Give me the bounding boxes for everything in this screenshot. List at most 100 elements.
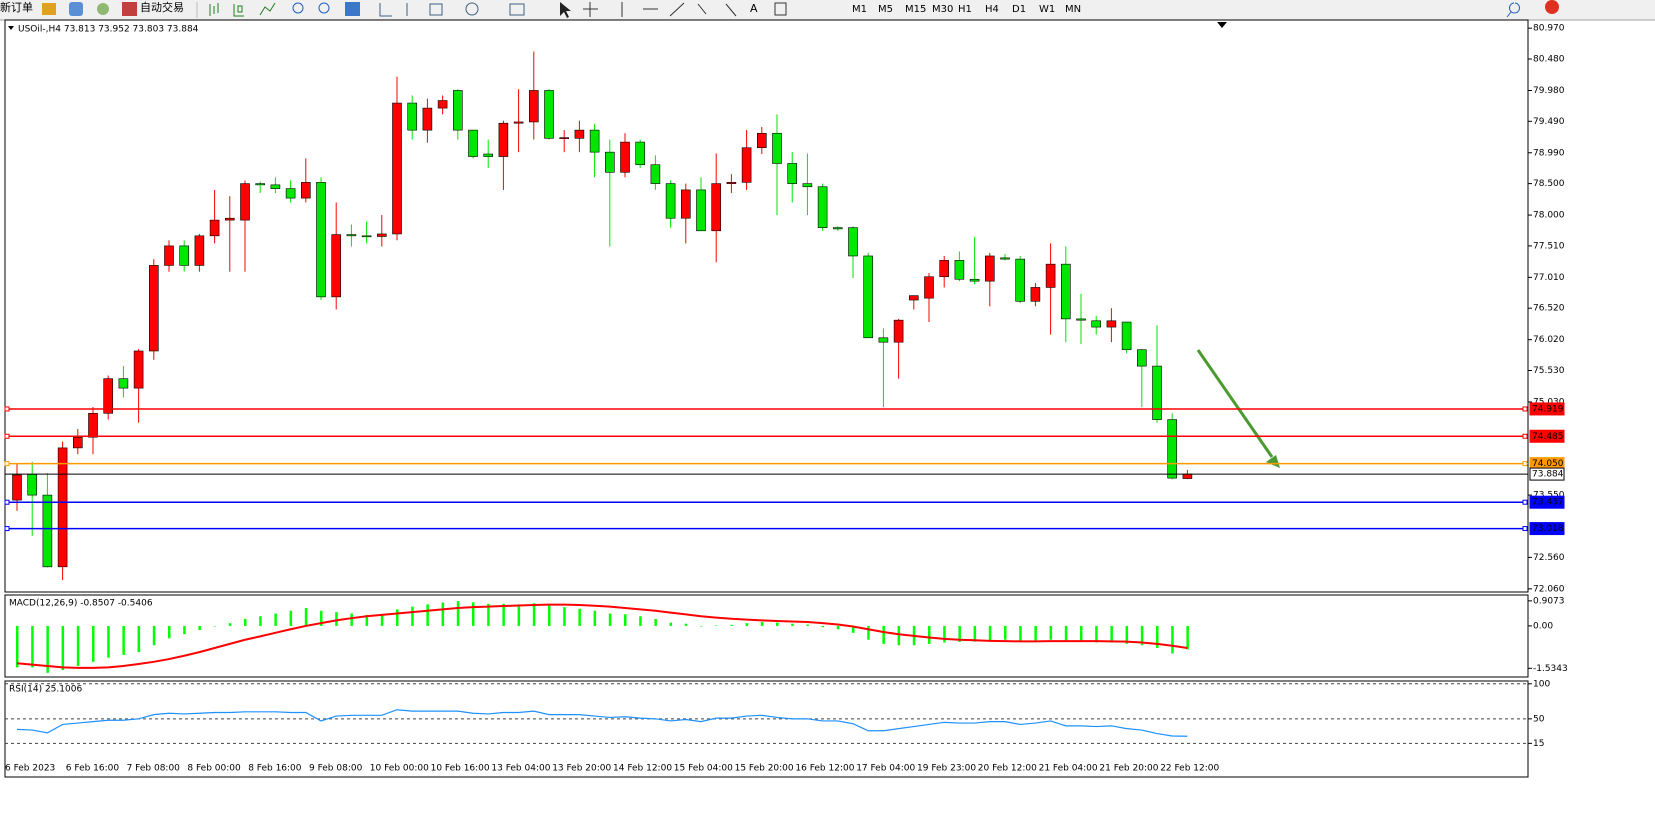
- macd-bar: [563, 607, 566, 626]
- candle-body: [1061, 263, 1071, 320]
- level-handle: [1522, 499, 1528, 505]
- candle-body: [422, 107, 433, 131]
- candle-body: [1137, 349, 1147, 367]
- x-tick-label: 21 Feb 04:00: [1039, 764, 1098, 774]
- level-label-box: [1529, 495, 1565, 509]
- timeframe-button[interactable]: H1: [958, 4, 972, 15]
- toolbar-icons[interactable]: [379, 2, 525, 17]
- timeframe-button[interactable]: M30: [932, 4, 953, 15]
- macd-bar: [304, 607, 308, 626]
- x-tick-label: 20 Feb 12:00: [978, 764, 1037, 774]
- level-handle: [4, 433, 10, 439]
- candle-body: [787, 163, 798, 184]
- macd-bar: [46, 625, 49, 673]
- macd-bar: [92, 625, 95, 662]
- candle-body: [893, 319, 904, 343]
- new-order-button[interactable]: 新订单: [0, 0, 33, 14]
- macd-bar: [1004, 625, 1007, 640]
- text-tool[interactable]: A: [750, 2, 758, 15]
- candle-body: [149, 265, 159, 352]
- macd-bar: [882, 625, 885, 644]
- macd-bar: [396, 609, 399, 626]
- timeframe-button[interactable]: MN: [1065, 4, 1081, 15]
- candle-body: [392, 102, 402, 235]
- x-tick-label: 13 Feb 20:00: [552, 764, 611, 774]
- candle-body: [1152, 365, 1162, 420]
- macd-bar: [1049, 625, 1053, 640]
- x-tick-label: 7 Feb 08:00: [127, 764, 181, 774]
- signal-line: [16, 603, 1188, 669]
- macd-bar: [289, 610, 293, 626]
- cursor-tool[interactable]: [560, 2, 571, 18]
- candle-body: [620, 141, 630, 173]
- y-tick-label: 0.9073: [1533, 596, 1565, 606]
- macd-bar: [152, 625, 156, 646]
- x-tick-label: 6 Feb 2023: [5, 764, 55, 774]
- label-tool[interactable]: [774, 2, 787, 16]
- macd-title: MACD(12,26,9) -0.8507 -0.5406: [9, 599, 153, 609]
- x-tick-label: 8 Feb 00:00: [187, 764, 241, 774]
- candle-body: [954, 260, 965, 280]
- candle-body: [726, 182, 737, 184]
- drawing-tools[interactable]: [583, 2, 737, 17]
- macd-bar: [897, 625, 901, 646]
- x-tick-label: 19 Feb 23:00: [917, 764, 976, 774]
- x-tick-label: 9 Feb 08:00: [309, 764, 363, 774]
- auto-trading-button[interactable]: 自动交易: [140, 0, 184, 14]
- icon[interactable]: [69, 2, 83, 16]
- macd-bar: [1110, 625, 1113, 643]
- timeframe-button[interactable]: D1: [1012, 4, 1026, 15]
- pane-menu[interactable]: [8, 26, 14, 30]
- timeframe-button[interactable]: H4: [985, 4, 999, 15]
- shift-marker[interactable]: [1217, 22, 1227, 28]
- timeframe-button[interactable]: M5: [878, 4, 893, 15]
- level-handle: [4, 526, 10, 532]
- macd-bar: [760, 622, 764, 626]
- candle-body: [285, 188, 296, 199]
- notifications[interactable]: [1545, 0, 1559, 14]
- macd-bar: [487, 603, 490, 626]
- level-label: 74.919: [1532, 404, 1564, 414]
- level-handle: [1522, 406, 1528, 412]
- icon[interactable]: [42, 3, 56, 15]
- tile-windows[interactable]: [345, 2, 360, 16]
- candle-body: [209, 219, 220, 237]
- candle-body: [1091, 320, 1101, 328]
- x-tick-label: 6 Feb 16:00: [66, 764, 120, 774]
- candle-body: [604, 151, 615, 173]
- macd-bar: [107, 625, 110, 658]
- x-tick-label: 17 Feb 04:00: [856, 764, 915, 774]
- y-tick-label: 78.000: [1533, 211, 1565, 221]
- timeframe-button[interactable]: W1: [1039, 4, 1055, 15]
- macd-bar: [502, 603, 505, 626]
- zoom-in[interactable]: [292, 2, 304, 14]
- candle-body: [1167, 419, 1177, 479]
- timeframe-button[interactable]: M15: [905, 4, 926, 15]
- annotation-arrow: [1196, 349, 1274, 458]
- icon[interactable]: [97, 3, 109, 15]
- macd-bar: [1080, 625, 1083, 642]
- level-handle: [4, 499, 10, 505]
- rsi-line: [16, 709, 1188, 737]
- candle-body: [1000, 257, 1010, 260]
- chart-type-icons[interactable]: [209, 2, 276, 17]
- macd-bar: [730, 624, 733, 626]
- search[interactable]: [1506, 2, 1520, 18]
- zoom-out[interactable]: [318, 2, 330, 14]
- timeframe-button[interactable]: M1: [852, 4, 867, 15]
- y-tick-label: 78.990: [1533, 148, 1565, 158]
- auto-trading-icon[interactable]: [122, 2, 137, 16]
- macd-bar: [973, 625, 977, 642]
- y-tick-label: 75.530: [1533, 366, 1565, 376]
- y-tick-label: 72.560: [1533, 553, 1565, 563]
- macd-bar: [213, 625, 217, 627]
- candle-body: [88, 412, 98, 438]
- candle-body: [802, 183, 813, 188]
- macd-bar: [472, 602, 475, 626]
- macd-bar: [61, 625, 65, 671]
- candle-body: [27, 474, 38, 496]
- candle-body: [544, 90, 554, 139]
- x-tick-label: 8 Feb 16:00: [248, 764, 302, 774]
- candle-body: [1076, 318, 1086, 321]
- macd-bar: [821, 625, 825, 628]
